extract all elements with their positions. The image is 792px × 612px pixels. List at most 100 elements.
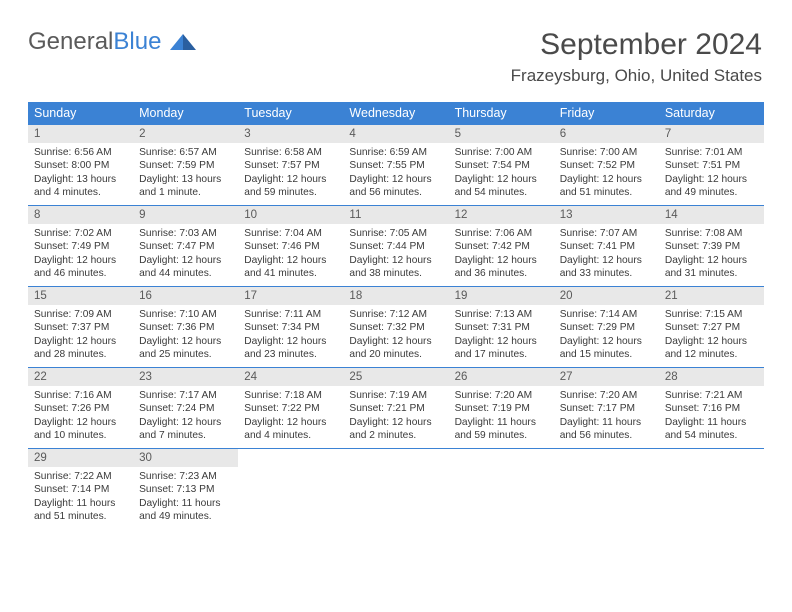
daylight-line: Daylight: 12 hours and 28 minutes. xyxy=(34,335,127,362)
day-details: Sunrise: 7:00 AMSunset: 7:52 PMDaylight:… xyxy=(554,143,659,205)
day-details: Sunrise: 7:08 AMSunset: 7:39 PMDaylight:… xyxy=(659,224,764,286)
calendar-header-row: Sunday Monday Tuesday Wednesday Thursday… xyxy=(28,102,764,125)
calendar-week: 15Sunrise: 7:09 AMSunset: 7:37 PMDayligh… xyxy=(28,287,764,368)
sunset-line: Sunset: 7:55 PM xyxy=(349,159,442,172)
day-details: Sunrise: 7:18 AMSunset: 7:22 PMDaylight:… xyxy=(238,386,343,448)
day-details: Sunrise: 7:20 AMSunset: 7:17 PMDaylight:… xyxy=(554,386,659,448)
daylight-line: Daylight: 11 hours and 59 minutes. xyxy=(455,416,548,443)
day-details: Sunrise: 7:21 AMSunset: 7:16 PMDaylight:… xyxy=(659,386,764,448)
calendar-week: 29Sunrise: 7:22 AMSunset: 7:14 PMDayligh… xyxy=(28,449,764,529)
daylight-line: Daylight: 12 hours and 25 minutes. xyxy=(139,335,232,362)
daylight-line: Daylight: 12 hours and 15 minutes. xyxy=(560,335,653,362)
calendar-day: 2Sunrise: 6:57 AMSunset: 7:59 PMDaylight… xyxy=(133,125,238,205)
day-number: 10 xyxy=(238,206,343,224)
day-details: Sunrise: 7:01 AMSunset: 7:51 PMDaylight:… xyxy=(659,143,764,205)
daylight-line: Daylight: 12 hours and 4 minutes. xyxy=(244,416,337,443)
day-number: 23 xyxy=(133,368,238,386)
day-number: 14 xyxy=(659,206,764,224)
calendar-day xyxy=(238,449,343,529)
day-details: Sunrise: 7:23 AMSunset: 7:13 PMDaylight:… xyxy=(133,467,238,529)
sunrise-line: Sunrise: 7:14 AM xyxy=(560,308,653,321)
calendar-week: 22Sunrise: 7:16 AMSunset: 7:26 PMDayligh… xyxy=(28,368,764,449)
daylight-line: Daylight: 13 hours and 1 minute. xyxy=(139,173,232,200)
sunrise-line: Sunrise: 7:02 AM xyxy=(34,227,127,240)
sunrise-line: Sunrise: 7:00 AM xyxy=(560,146,653,159)
calendar-day: 16Sunrise: 7:10 AMSunset: 7:36 PMDayligh… xyxy=(133,287,238,367)
sunrise-line: Sunrise: 7:20 AM xyxy=(455,389,548,402)
day-number xyxy=(554,449,659,455)
day-number: 3 xyxy=(238,125,343,143)
calendar-day: 17Sunrise: 7:11 AMSunset: 7:34 PMDayligh… xyxy=(238,287,343,367)
sunset-line: Sunset: 7:42 PM xyxy=(455,240,548,253)
sunset-line: Sunset: 7:29 PM xyxy=(560,321,653,334)
calendar-day: 22Sunrise: 7:16 AMSunset: 7:26 PMDayligh… xyxy=(28,368,133,448)
sunset-line: Sunset: 7:19 PM xyxy=(455,402,548,415)
day-number: 4 xyxy=(343,125,448,143)
sunrise-line: Sunrise: 7:05 AM xyxy=(349,227,442,240)
daylight-line: Daylight: 11 hours and 56 minutes. xyxy=(560,416,653,443)
calendar-day: 12Sunrise: 7:06 AMSunset: 7:42 PMDayligh… xyxy=(449,206,554,286)
daylight-line: Daylight: 11 hours and 51 minutes. xyxy=(34,497,127,524)
day-number: 30 xyxy=(133,449,238,467)
daylight-line: Daylight: 12 hours and 59 minutes. xyxy=(244,173,337,200)
sunrise-line: Sunrise: 7:21 AM xyxy=(665,389,758,402)
calendar-day: 20Sunrise: 7:14 AMSunset: 7:29 PMDayligh… xyxy=(554,287,659,367)
daylight-line: Daylight: 12 hours and 17 minutes. xyxy=(455,335,548,362)
day-details: Sunrise: 7:14 AMSunset: 7:29 PMDaylight:… xyxy=(554,305,659,367)
header-sunday: Sunday xyxy=(28,102,133,125)
sunrise-line: Sunrise: 7:03 AM xyxy=(139,227,232,240)
day-details: Sunrise: 6:57 AMSunset: 7:59 PMDaylight:… xyxy=(133,143,238,205)
calendar-day: 6Sunrise: 7:00 AMSunset: 7:52 PMDaylight… xyxy=(554,125,659,205)
sunset-line: Sunset: 7:13 PM xyxy=(139,483,232,496)
sunrise-line: Sunrise: 7:10 AM xyxy=(139,308,232,321)
daylight-line: Daylight: 12 hours and 38 minutes. xyxy=(349,254,442,281)
calendar-day: 27Sunrise: 7:20 AMSunset: 7:17 PMDayligh… xyxy=(554,368,659,448)
calendar-day: 10Sunrise: 7:04 AMSunset: 7:46 PMDayligh… xyxy=(238,206,343,286)
day-number: 26 xyxy=(449,368,554,386)
day-details: Sunrise: 7:09 AMSunset: 7:37 PMDaylight:… xyxy=(28,305,133,367)
sunset-line: Sunset: 7:47 PM xyxy=(139,240,232,253)
daylight-line: Daylight: 11 hours and 49 minutes. xyxy=(139,497,232,524)
daylight-line: Daylight: 12 hours and 7 minutes. xyxy=(139,416,232,443)
day-number: 19 xyxy=(449,287,554,305)
day-details: Sunrise: 7:12 AMSunset: 7:32 PMDaylight:… xyxy=(343,305,448,367)
calendar-day xyxy=(659,449,764,529)
day-number: 21 xyxy=(659,287,764,305)
day-number: 20 xyxy=(554,287,659,305)
day-details: Sunrise: 7:05 AMSunset: 7:44 PMDaylight:… xyxy=(343,224,448,286)
day-details: Sunrise: 7:19 AMSunset: 7:21 PMDaylight:… xyxy=(343,386,448,448)
sunrise-line: Sunrise: 6:59 AM xyxy=(349,146,442,159)
day-number: 17 xyxy=(238,287,343,305)
sunrise-line: Sunrise: 7:01 AM xyxy=(665,146,758,159)
day-number: 15 xyxy=(28,287,133,305)
header-thursday: Thursday xyxy=(449,102,554,125)
daylight-line: Daylight: 12 hours and 56 minutes. xyxy=(349,173,442,200)
calendar-day: 23Sunrise: 7:17 AMSunset: 7:24 PMDayligh… xyxy=(133,368,238,448)
sunset-line: Sunset: 7:57 PM xyxy=(244,159,337,172)
sunrise-line: Sunrise: 7:04 AM xyxy=(244,227,337,240)
daylight-line: Daylight: 12 hours and 54 minutes. xyxy=(455,173,548,200)
header-saturday: Saturday xyxy=(659,102,764,125)
sunrise-line: Sunrise: 7:00 AM xyxy=(455,146,548,159)
sunrise-line: Sunrise: 7:06 AM xyxy=(455,227,548,240)
header-wednesday: Wednesday xyxy=(343,102,448,125)
sunset-line: Sunset: 7:21 PM xyxy=(349,402,442,415)
day-number: 11 xyxy=(343,206,448,224)
day-number: 7 xyxy=(659,125,764,143)
sunset-line: Sunset: 7:26 PM xyxy=(34,402,127,415)
sunrise-line: Sunrise: 7:13 AM xyxy=(455,308,548,321)
sunset-line: Sunset: 7:24 PM xyxy=(139,402,232,415)
header-friday: Friday xyxy=(554,102,659,125)
day-number: 2 xyxy=(133,125,238,143)
day-number xyxy=(449,449,554,455)
calendar-day: 19Sunrise: 7:13 AMSunset: 7:31 PMDayligh… xyxy=(449,287,554,367)
day-details: Sunrise: 7:04 AMSunset: 7:46 PMDaylight:… xyxy=(238,224,343,286)
day-number: 24 xyxy=(238,368,343,386)
logo-text-gray: General xyxy=(28,28,113,55)
calendar-day: 24Sunrise: 7:18 AMSunset: 7:22 PMDayligh… xyxy=(238,368,343,448)
day-details: Sunrise: 7:13 AMSunset: 7:31 PMDaylight:… xyxy=(449,305,554,367)
calendar-day: 25Sunrise: 7:19 AMSunset: 7:21 PMDayligh… xyxy=(343,368,448,448)
calendar-week: 1Sunrise: 6:56 AMSunset: 8:00 PMDaylight… xyxy=(28,125,764,206)
sunrise-line: Sunrise: 7:11 AM xyxy=(244,308,337,321)
day-details: Sunrise: 7:17 AMSunset: 7:24 PMDaylight:… xyxy=(133,386,238,448)
